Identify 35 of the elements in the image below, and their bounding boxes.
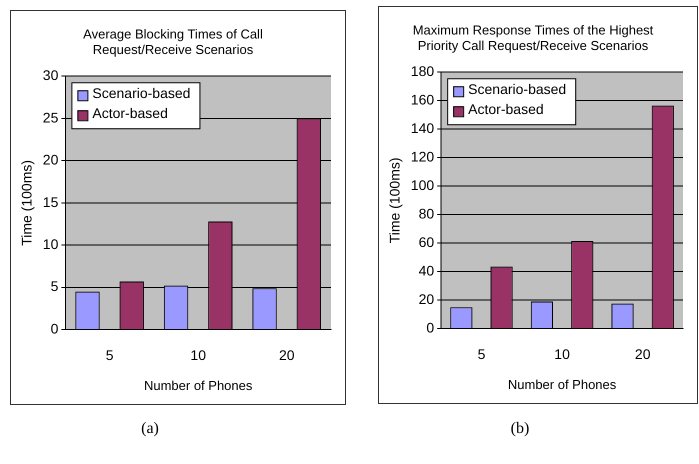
y-tick-label: 20	[418, 290, 434, 307]
y-tick-label: 120	[410, 148, 434, 165]
chart-title: Average Blocking Times of Call Request/Receive Scenarios	[83, 26, 263, 57]
y-tick-label: 60	[418, 234, 434, 250]
y-axis-title: Time (100ms)	[386, 157, 402, 244]
y-tick-label: 140	[410, 120, 434, 136]
y-tick-label: 160	[410, 92, 434, 108]
y-tick-label: 40	[418, 262, 434, 278]
legend-label: Scenario-based	[92, 85, 190, 102]
y-tick-label: 10	[42, 236, 59, 252]
legend-label: Actor-based	[92, 105, 168, 122]
y-tick-label: 20	[42, 152, 59, 168]
legend-label: Actor-based	[468, 101, 544, 118]
x-tick-label: 20	[634, 346, 651, 362]
x-tick-label: 20	[278, 346, 295, 363]
y-tick-label: 0	[50, 320, 59, 336]
chart-title: Maximum Response Times of the Highest Priority Call Request/Receive Scenarios	[412, 22, 654, 53]
y-tick-label: 25	[42, 109, 59, 126]
y-tick-label: 5	[50, 278, 59, 294]
y-tick-label: 0	[426, 319, 434, 336]
y-tick-label: 80	[418, 206, 434, 222]
text: (a)	[140, 420, 160, 438]
x-tick-label: 10	[190, 346, 206, 363]
y-tick-label: 100	[410, 177, 434, 194]
text: (b)	[510, 420, 530, 438]
x-tick-label: 5	[106, 346, 114, 363]
x-axis-title: Number of Phones	[144, 378, 253, 393]
y-tick-label: 30	[42, 67, 59, 84]
x-axis-title: Number of Phones	[508, 376, 617, 392]
x-tick-label: 5	[478, 346, 486, 362]
y-axis-title: Time (100ms)	[18, 160, 34, 246]
x-tick-label: 10	[554, 346, 570, 362]
y-tick-label: 15	[42, 194, 59, 210]
y-tick-label: 180	[410, 63, 434, 80]
legend-label: Scenario-based	[468, 81, 566, 98]
